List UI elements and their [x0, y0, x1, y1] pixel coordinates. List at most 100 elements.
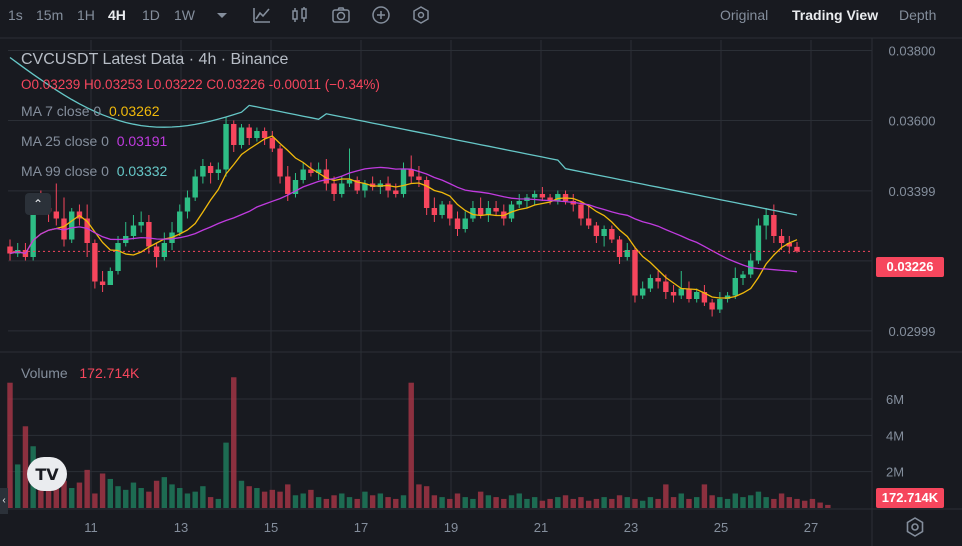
current-volume-badge: 172.714K	[876, 488, 944, 508]
volume-bar	[76, 482, 83, 508]
volume-bar	[585, 500, 592, 508]
timeframe-1s[interactable]: 1s	[8, 7, 23, 23]
candle-body	[609, 229, 615, 240]
volume-bar	[393, 498, 399, 508]
volume-bar	[632, 498, 638, 508]
candle-body	[285, 176, 291, 194]
volume-bar	[477, 491, 484, 508]
candle-body	[354, 180, 360, 191]
volume-bar	[346, 497, 353, 508]
time-tick-label: 17	[354, 520, 368, 535]
timeframe-15m[interactable]: 15m	[36, 7, 64, 23]
volume-bar	[84, 469, 90, 508]
timeframe-1w[interactable]: 1W	[174, 7, 195, 23]
candle-body	[740, 274, 746, 278]
hexagon-settings-icon[interactable]	[411, 5, 431, 25]
volume-bar	[92, 493, 98, 508]
volume-bar	[207, 497, 214, 508]
candle-body	[315, 169, 322, 173]
collapse-legend-button[interactable]: ⌃	[25, 193, 51, 215]
candle-body	[462, 218, 468, 229]
add-icon[interactable]	[371, 5, 391, 25]
timeframe-1h[interactable]: 1H	[77, 7, 95, 23]
candle-body	[786, 243, 792, 247]
candle-body	[794, 246, 800, 252]
candle-body	[130, 225, 137, 236]
volume-bar	[817, 502, 823, 508]
toolbar: 1s 15m 1H 4H 1D 1W Original Trading View…	[0, 0, 962, 30]
volume-bar	[740, 497, 746, 508]
volume-bar	[292, 495, 299, 508]
ma25-label: MA 25 close 0	[21, 133, 109, 149]
candle-body	[277, 148, 283, 177]
candle-body	[531, 194, 538, 198]
chevron-down-icon[interactable]	[212, 5, 232, 25]
volume-bar	[254, 488, 260, 508]
volume-bar	[238, 480, 245, 508]
volume-tick-label: 6M	[886, 392, 904, 407]
volume-label: Volume	[21, 365, 68, 381]
volume-bar	[670, 497, 677, 508]
volume-bar	[616, 495, 623, 508]
candle-body	[200, 166, 206, 177]
volume-bar	[69, 488, 75, 508]
candle-body	[161, 243, 168, 257]
camera-icon[interactable]	[331, 5, 351, 25]
volume-bar	[130, 482, 137, 508]
candle-body	[238, 127, 245, 145]
candle-body	[423, 180, 430, 208]
time-tick-label: 21	[534, 520, 548, 535]
scroll-left-button[interactable]: ‹	[0, 488, 8, 514]
gear-icon[interactable]	[904, 516, 926, 538]
candle-body	[254, 131, 260, 138]
volume-bar	[354, 498, 360, 508]
timeframe-1d[interactable]: 1D	[142, 7, 160, 23]
volume-bar	[339, 493, 345, 508]
volume-bar	[153, 480, 160, 508]
volume-bar	[562, 495, 569, 508]
view-trading-view[interactable]: Trading View	[792, 7, 879, 23]
volume-bar	[624, 497, 630, 508]
volume-bar	[470, 498, 476, 508]
volume-bar	[285, 484, 291, 508]
candle-body	[269, 138, 276, 149]
candle-body	[339, 183, 345, 194]
candle-body	[92, 243, 98, 282]
volume-bar	[231, 377, 237, 508]
price-tick-label: 0.03399	[889, 184, 936, 199]
candle-body	[431, 208, 438, 215]
price-tick-label: 0.03800	[889, 44, 936, 59]
volume-bar	[99, 473, 106, 508]
time-tick-label: 15	[264, 520, 278, 535]
candle-body	[454, 218, 461, 229]
volume-bar	[7, 382, 13, 508]
view-original[interactable]: Original	[720, 7, 769, 23]
candle-body	[308, 169, 314, 173]
price-tick-label: 0.03600	[889, 114, 936, 129]
volume-bar	[53, 475, 59, 508]
candle-body	[516, 201, 522, 205]
volume-bar	[686, 498, 692, 508]
volume-bar	[809, 498, 816, 508]
volume-bar	[323, 498, 330, 508]
time-tick-label: 13	[174, 520, 188, 535]
view-depth[interactable]: Depth	[899, 7, 937, 23]
candle-body	[670, 292, 677, 296]
timeframe-4h[interactable]: 4H	[108, 7, 126, 23]
candle-body	[84, 218, 90, 243]
indicator-icon[interactable]	[252, 5, 272, 25]
candle-body	[184, 197, 191, 212]
candle-type-icon[interactable]	[290, 5, 310, 25]
candle-body	[231, 124, 237, 145]
ma7-legend: MA 7 close 0 0.03262	[21, 103, 160, 119]
volume-bar	[385, 497, 391, 508]
volume-bar	[277, 491, 283, 508]
volume-bar	[416, 484, 422, 508]
volume-value: 172.714K	[79, 365, 140, 381]
candle-body	[755, 225, 762, 261]
candle-body	[632, 250, 638, 296]
candle-body	[400, 169, 407, 194]
candle-body	[724, 295, 731, 299]
candle-body	[555, 194, 561, 201]
